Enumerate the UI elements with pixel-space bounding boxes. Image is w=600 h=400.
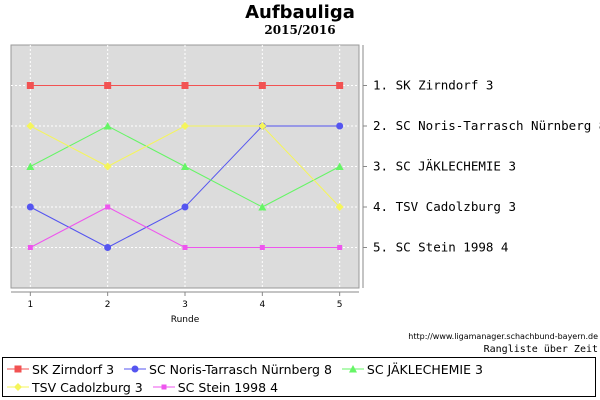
- legend-item: SC Stein 1998 4: [152, 378, 279, 396]
- data-point: [336, 122, 344, 130]
- legend-item: SK Zirndorf 3: [7, 360, 114, 378]
- x-tick-label: 4: [259, 300, 265, 310]
- chart-legend: SK Zirndorf 3 SC Noris-Tarrasch Nürnberg …: [2, 357, 596, 397]
- data-point: [105, 204, 111, 210]
- data-point: [104, 82, 112, 89]
- chart-note: Rangliste über Zeit: [483, 344, 598, 355]
- legend-item: TSV Cadolzburg 3: [7, 378, 143, 396]
- data-point: [259, 245, 265, 250]
- rank-label: 5. SC Stein 1998 4: [373, 240, 508, 255]
- data-point: [26, 203, 34, 211]
- legend-swatch: [341, 365, 364, 373]
- legend-label: SC JÄKLECHEMIE 3: [366, 361, 483, 377]
- data-point: [258, 122, 267, 130]
- legend-label: SC Noris-Tarrasch Nürnberg 8: [149, 361, 332, 377]
- legend-item: SC Noris-Tarrasch Nürnberg 8: [124, 360, 332, 378]
- legend-label: TSV Cadolzburg 3: [32, 379, 143, 395]
- x-tick-label: 2: [105, 300, 111, 310]
- data-point: [335, 203, 344, 211]
- data-point: [337, 245, 343, 250]
- legend-item: SC JÄKLECHEMIE 3: [341, 360, 483, 378]
- data-point: [182, 245, 188, 250]
- x-tick-label: 3: [182, 300, 188, 310]
- legend-swatch: [124, 365, 147, 373]
- rank-label: 1. SK Zirndorf 3: [373, 78, 493, 93]
- data-point: [258, 82, 266, 89]
- data-point: [103, 162, 112, 171]
- data-point: [26, 122, 35, 130]
- legend-label: SK Zirndorf 3: [32, 361, 115, 377]
- data-point: [258, 203, 267, 211]
- rank-label: 3. SC JÄKLECHEMIE 3: [373, 159, 516, 174]
- x-tick-label: 5: [337, 300, 343, 310]
- legend-label: SC Stein 1998 4: [177, 379, 279, 395]
- data-point: [335, 162, 344, 170]
- legend-swatch: [152, 384, 175, 390]
- data-point: [26, 82, 34, 89]
- data-point: [104, 244, 112, 251]
- rank-label: 4. TSV Cadolzburg 3: [373, 199, 516, 214]
- legend-swatch: [7, 365, 29, 373]
- data-point: [103, 122, 112, 130]
- chart-subtitle: 2015/2016: [264, 23, 336, 37]
- x-axis-label: Runde: [171, 315, 200, 325]
- x-tick-label: 1: [27, 300, 33, 310]
- data-point: [26, 162, 35, 170]
- data-point: [336, 82, 344, 89]
- data-point: [181, 82, 189, 89]
- source-url: http://www.ligamanager.schachbund-bayern…: [408, 332, 598, 341]
- data-point: [181, 203, 189, 211]
- rank-label: 2. SC Noris-Tarrasch Nürnberg 8: [373, 118, 600, 133]
- data-point: [181, 122, 189, 130]
- chart-title: Aufbauliga: [245, 2, 355, 23]
- line-chart: 1 2 3 4 5 Runde 1. SK Zirndorf 3 2. SC Noris-Ta…: [10, 44, 600, 325]
- legend-swatch: [7, 383, 29, 391]
- data-point: [181, 162, 189, 170]
- data-point: [27, 245, 33, 250]
